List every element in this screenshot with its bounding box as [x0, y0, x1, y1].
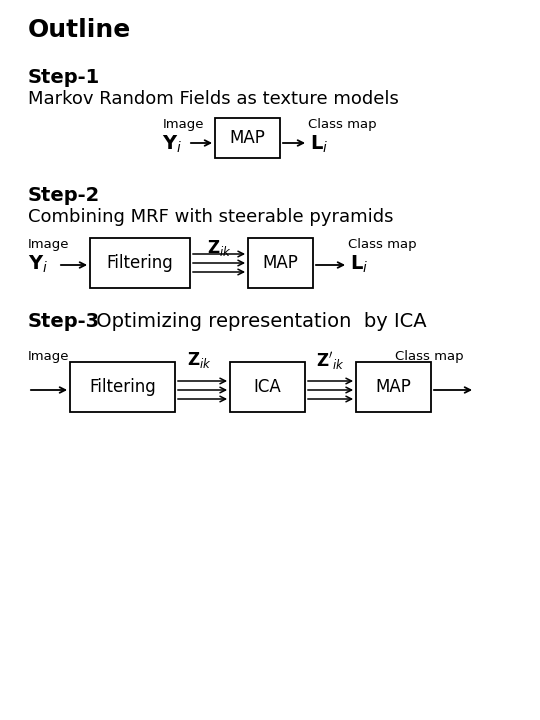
Bar	[90, 238, 190, 288]
Text: Filtering: Filtering	[89, 378, 156, 396]
Text: Filtering: Filtering	[106, 254, 173, 272]
Text: $\mathbf{Y}_i$: $\mathbf{Y}_i$	[28, 254, 48, 275]
Bar	[70, 362, 175, 412]
Text: Class map: Class map	[308, 118, 376, 131]
Text: Step-1: Step-1	[28, 68, 100, 87]
Text: Combining MRF with steerable pyramids: Combining MRF with steerable pyramids	[28, 208, 394, 226]
Text: $\mathbf{L}_i$: $\mathbf{L}_i$	[350, 254, 368, 275]
Text: Optimizing representation  by ICA: Optimizing representation by ICA	[90, 312, 427, 331]
Text: Image: Image	[28, 238, 70, 251]
Text: MAP: MAP	[375, 378, 411, 396]
Text: Markov Random Fields as texture models: Markov Random Fields as texture models	[28, 90, 399, 108]
Text: Class map: Class map	[395, 350, 464, 363]
Text: Class map: Class map	[348, 238, 417, 251]
Text: Outline: Outline	[28, 18, 131, 42]
Text: Image: Image	[163, 118, 205, 131]
Text: $\mathbf{Y}_i$: $\mathbf{Y}_i$	[162, 134, 182, 156]
Text: $\mathbf{L}_i$: $\mathbf{L}_i$	[310, 134, 328, 156]
Text: Step-3: Step-3	[28, 312, 100, 331]
Bar	[215, 118, 280, 158]
Text: ICA: ICA	[254, 378, 281, 396]
Text: $\mathbf{Z}_{ik}$: $\mathbf{Z}_{ik}$	[187, 350, 212, 370]
Text: Image: Image	[28, 350, 70, 363]
Text: MAP: MAP	[262, 254, 299, 272]
Text: MAP: MAP	[230, 129, 266, 147]
Text: Step-2: Step-2	[28, 186, 100, 205]
Bar	[248, 238, 313, 288]
Bar	[356, 362, 431, 412]
Text: $\mathbf{Z'}_{ik}$: $\mathbf{Z'}_{ik}$	[316, 350, 345, 372]
Bar	[230, 362, 305, 412]
Text: $\mathbf{Z}_{ik}$: $\mathbf{Z}_{ik}$	[207, 238, 232, 258]
